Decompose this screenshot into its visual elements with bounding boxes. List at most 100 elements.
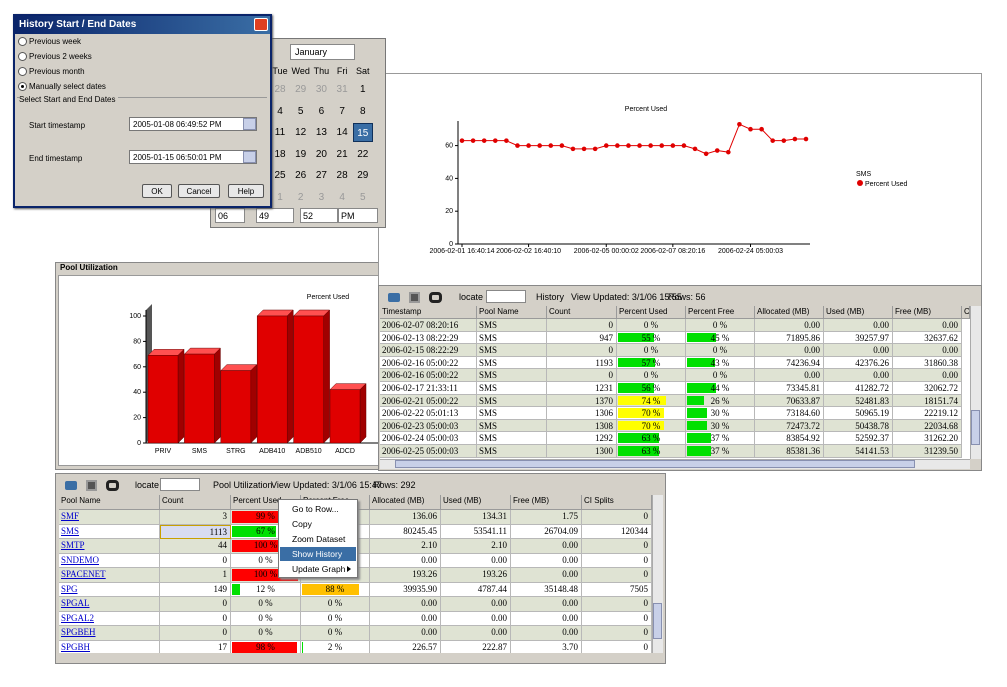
option-label[interactable]: Manually select dates	[29, 82, 106, 91]
month-combo[interactable]: January	[290, 44, 355, 60]
pool-link[interactable]: SPGAL	[61, 598, 90, 608]
day-cell[interactable]: 30	[315, 84, 327, 95]
scroll-thumb[interactable]	[653, 602, 662, 639]
pool-link[interactable]: SPG	[61, 583, 78, 594]
date-combo[interactable]: 2005-01-15 06:50:01 PM	[129, 150, 257, 164]
toolbar-icon[interactable]	[65, 481, 77, 490]
day-cell[interactable]: 29	[357, 170, 369, 182]
toolbar-icon[interactable]	[429, 292, 442, 303]
percent-label: 0 %	[258, 612, 273, 623]
cell-text: SMS	[479, 395, 498, 406]
pool-link[interactable]: SPGAL2	[61, 612, 95, 623]
scroll-thumb[interactable]	[395, 460, 915, 468]
day-cell[interactable]: 3	[318, 192, 325, 203]
option-label[interactable]: Previous 2 weeks	[29, 52, 92, 61]
cell-text: 50438.78	[855, 420, 889, 431]
day-cell[interactable]: 19	[295, 148, 307, 160]
group-label: Select Start and End Dates	[19, 95, 118, 104]
menu-item[interactable]: Copy	[292, 519, 312, 529]
cell-text: 2006-02-24 05:00:03	[382, 433, 459, 444]
day-cell[interactable]: 11	[274, 127, 286, 139]
day-cell[interactable]: 28	[336, 170, 348, 182]
day-cell[interactable]: 20	[315, 148, 327, 160]
day-cell[interactable]: 13	[315, 127, 327, 139]
cell-text: 1308	[595, 420, 613, 431]
menu-item[interactable]: Go to Row...	[292, 504, 339, 514]
pool-link[interactable]: SNDEMO	[61, 554, 100, 565]
day-cell[interactable]: 7	[339, 105, 345, 117]
percent-bar	[618, 420, 664, 431]
radio[interactable]	[18, 67, 27, 76]
day-cell[interactable]: 28	[274, 84, 286, 95]
scrollbar[interactable]	[652, 495, 663, 653]
toolbar-icon[interactable]	[106, 480, 119, 491]
pool-link[interactable]: SMS	[61, 525, 80, 536]
button[interactable]: OK	[142, 184, 172, 198]
cell-text: 31239.50	[924, 446, 958, 456]
combo-arrow[interactable]	[243, 151, 256, 163]
pool-link[interactable]: SMF	[61, 511, 80, 521]
point	[603, 143, 609, 148]
date-combo[interactable]: 2005-01-08 06:49:52 PM	[129, 117, 257, 131]
day-cell[interactable]: 18	[274, 148, 286, 160]
close-button[interactable]	[254, 18, 268, 31]
day-cell[interactable]: 6	[318, 105, 325, 117]
percent-cell: 43 %	[686, 356, 755, 370]
combo-arrow[interactable]	[243, 118, 256, 130]
pool-link[interactable]: SPACENET	[61, 569, 106, 579]
toolbar-icon[interactable]	[388, 293, 400, 302]
day-cell[interactable]: 4	[277, 105, 283, 117]
day-cell[interactable]: 25	[274, 170, 286, 182]
day-cell[interactable]: 8	[360, 105, 366, 117]
menu-item[interactable]: Show History	[280, 547, 356, 561]
search-box[interactable]	[486, 290, 526, 303]
day-cell[interactable]: 26	[295, 170, 307, 182]
option-label[interactable]: Previous week	[29, 37, 82, 46]
pool-link[interactable]: SMTP	[61, 540, 85, 550]
time-field[interactable]: 49	[256, 208, 294, 223]
day-cell[interactable]: 1	[277, 192, 283, 203]
day-cell[interactable]: 22	[357, 148, 369, 160]
pool-link[interactable]: SPGBH	[61, 641, 91, 652]
day-cell[interactable]: 21	[336, 148, 348, 160]
percent-cell: 63 %	[617, 432, 686, 445]
time-field[interactable]: PM	[338, 208, 378, 223]
scrollbar[interactable]	[970, 306, 981, 459]
day-cell[interactable]: 5	[297, 105, 304, 117]
cell-text: SMS	[479, 332, 498, 343]
bar	[256, 315, 288, 444]
button[interactable]: Cancel	[178, 184, 220, 198]
day-cell[interactable]: 5	[360, 192, 366, 203]
day-cell[interactable]: 29	[295, 84, 307, 95]
point	[770, 138, 776, 143]
menu-item[interactable]: Update Graph	[292, 564, 346, 574]
time-field[interactable]: 06	[215, 208, 245, 223]
radio[interactable]	[18, 82, 27, 91]
day-cell[interactable]: 12	[295, 127, 307, 139]
day-cell[interactable]: 4	[339, 192, 345, 203]
day-cell[interactable]: 27	[315, 170, 327, 182]
y-tick-label: 20	[133, 415, 141, 422]
table-cell: 1292	[547, 432, 617, 445]
pool-link[interactable]: SPGBEH	[61, 627, 96, 637]
toolbar-icon[interactable]	[409, 292, 420, 303]
day-cell[interactable]: 2	[297, 192, 304, 203]
search-box[interactable]	[160, 478, 200, 491]
button[interactable]: Help	[228, 184, 264, 198]
time-field[interactable]: 52	[300, 208, 338, 223]
scroll-thumb[interactable]	[971, 410, 980, 445]
cell-text: 2006-02-17 21:33:11	[382, 383, 458, 393]
table-cell: 0.00	[824, 319, 893, 332]
radio[interactable]	[18, 52, 27, 61]
percent-label: 37 %	[710, 446, 730, 456]
day-cell[interactable]: 14	[336, 127, 348, 139]
toolbar-icon[interactable]	[86, 480, 97, 491]
day-cell[interactable]: 15	[352, 123, 373, 143]
menu-item[interactable]: Zoom Dataset	[292, 534, 346, 544]
day-cell[interactable]: 31	[336, 84, 348, 95]
cell-text: SMS	[479, 420, 498, 431]
option-label[interactable]: Previous month	[29, 67, 85, 76]
radio[interactable]	[18, 37, 27, 46]
day-cell[interactable]: 1	[360, 84, 366, 95]
percent-label: 67 %	[256, 525, 275, 536]
